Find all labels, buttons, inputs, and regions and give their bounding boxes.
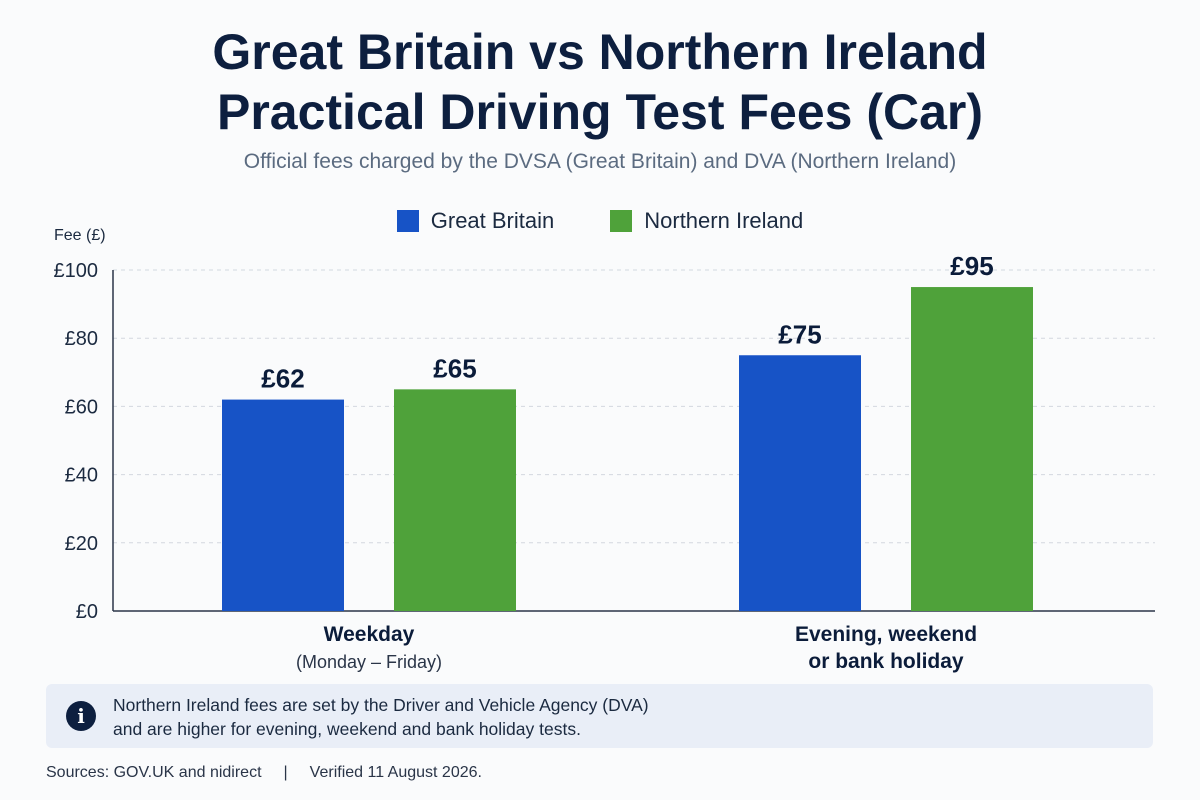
legend-item-northern-ireland: Northern Ireland bbox=[610, 208, 803, 234]
legend-item-great-britain: Great Britain bbox=[396, 208, 555, 234]
info-note-line-1: Northern Ireland fees are set by the Dri… bbox=[113, 695, 649, 715]
info-note: i Northern Ireland fees are set by the D… bbox=[46, 684, 1153, 748]
y-tick-label: £40 bbox=[65, 465, 98, 487]
bar-chart: Fee (£) £0 £20 £40 £60 £80 £100 £62 £65 Weekday (M… bbox=[54, 227, 1155, 673]
y-tick-label: £0 bbox=[76, 601, 98, 623]
y-tick-label: £60 bbox=[65, 396, 98, 418]
y-tick-label: £100 bbox=[54, 260, 99, 282]
x-tick-label-line-1: Weekday bbox=[324, 623, 415, 646]
bar-northern-ireland-2 bbox=[911, 287, 1033, 611]
chart-title-line-1: Great Britain vs Northern Ireland bbox=[212, 24, 988, 80]
chart-subtitle: Official fees charged by the DVSA (Great… bbox=[243, 150, 957, 173]
chart-title: Great Britain vs Northern Ireland Practi… bbox=[0, 22, 1200, 142]
chart-legend: Great Britain Northern Ireland bbox=[0, 208, 1200, 234]
x-tick-label-line-2: or bank holiday bbox=[808, 650, 964, 673]
footer-separator: | bbox=[283, 764, 288, 781]
bar-great-britain-1 bbox=[222, 399, 344, 611]
x-tick-label-line-1: Evening, weekend bbox=[795, 623, 977, 646]
data-label-great-britain-1: £62 bbox=[261, 364, 304, 394]
data-label-great-britain-2: £75 bbox=[778, 319, 821, 349]
info-note-line-2: and are higher for evening, weekend and … bbox=[113, 719, 581, 739]
info-icon: i bbox=[66, 701, 96, 731]
legend-swatch-northern-ireland bbox=[610, 210, 633, 232]
x-tick-label-line-2: (Monday – Friday) bbox=[296, 652, 442, 672]
footer-verified: Verified 11 August 2026. bbox=[309, 764, 482, 781]
legend-swatch-great-britain bbox=[396, 210, 419, 232]
legend-label-great-britain: Great Britain bbox=[430, 208, 555, 233]
y-tick-label: £20 bbox=[65, 533, 98, 555]
data-label-northern-ireland-1: £65 bbox=[433, 353, 476, 383]
footer-sources: Sources: GOV.UK and nidirect bbox=[46, 764, 262, 781]
chart-title-line-2: Practical Driving Test Fees (Car) bbox=[216, 84, 983, 140]
data-label-northern-ireland-2: £95 bbox=[950, 251, 993, 281]
source-footer: Sources: GOV.UK and nidirect | Verified 11… bbox=[46, 764, 482, 782]
bar-northern-ireland-1 bbox=[394, 389, 516, 611]
y-axis-title: Fee (£) bbox=[54, 227, 106, 244]
info-note-text: Northern Ireland fees are set by the Dri… bbox=[113, 693, 1133, 741]
y-tick-label: £80 bbox=[65, 328, 98, 350]
legend-label-northern-ireland: Northern Ireland bbox=[644, 208, 804, 233]
bar-great-britain-2 bbox=[739, 355, 861, 611]
